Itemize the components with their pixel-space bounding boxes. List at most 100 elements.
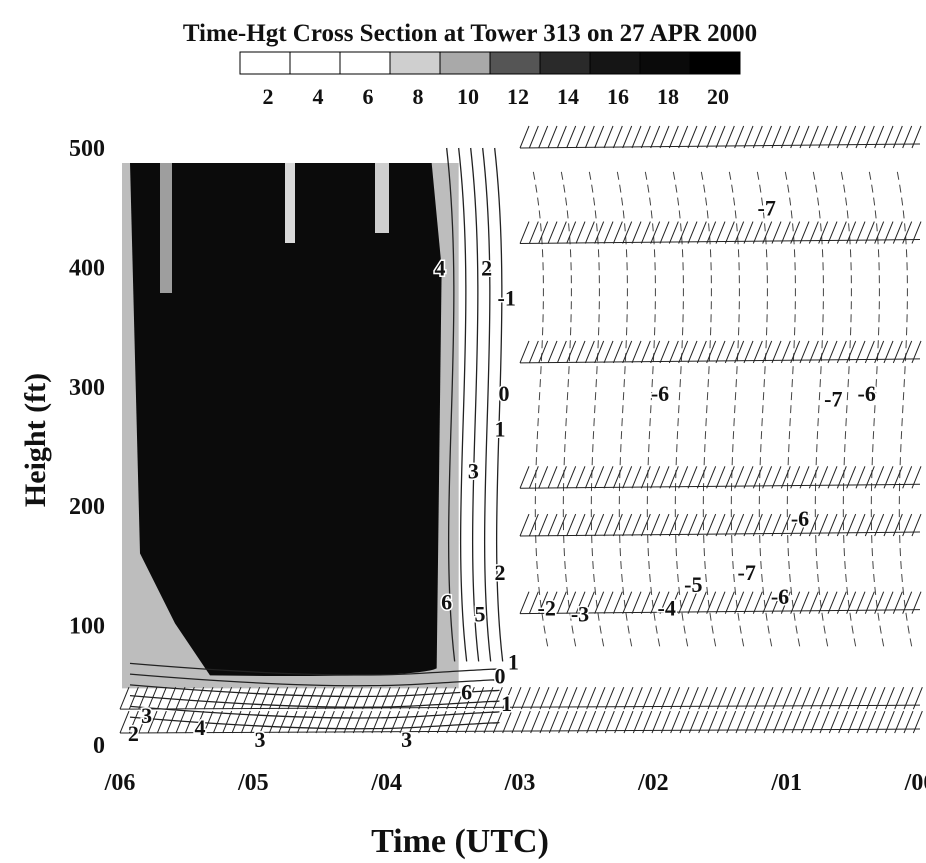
wind-barb: [240, 710, 251, 734]
wind-barb: [735, 710, 746, 734]
wind-barb: [827, 466, 838, 489]
wind-barb: [538, 221, 549, 244]
contour-label: -1: [498, 285, 516, 310]
wind-barb: [827, 340, 838, 364]
wind-barb: [659, 513, 670, 537]
wind-barb: [528, 125, 539, 149]
wind-barb-axis: [119, 728, 921, 734]
contour-label: -6: [651, 381, 669, 406]
contour-label: -2: [538, 596, 556, 621]
wind-barb: [399, 710, 410, 734]
contour-label: 4: [435, 255, 446, 280]
wind-barb: [446, 686, 457, 710]
wind-barb: [659, 221, 670, 244]
contour-line: [129, 705, 500, 719]
wind-barb: [640, 513, 651, 537]
wind-barb: [734, 466, 745, 489]
wind-barb: [827, 125, 838, 149]
contour-line: [446, 147, 456, 662]
wind-barb: [595, 710, 606, 734]
contour-line-dashed: [532, 171, 549, 650]
colorbar-tick-label: 2: [263, 84, 274, 109]
contour-label: -6: [771, 584, 789, 609]
wind-barb: [640, 466, 651, 489]
wind-barb: [380, 710, 391, 734]
wind-barb: [538, 340, 549, 364]
contour-line: [129, 716, 500, 730]
wind-barb: [743, 591, 754, 614]
wind-barb: [799, 513, 810, 537]
wind-barb: [306, 710, 317, 734]
wind-barb: [362, 710, 373, 734]
wind-barb: [584, 125, 595, 149]
wind-barb: [762, 591, 773, 614]
wind-barb: [659, 340, 670, 364]
wind-barb: [175, 710, 186, 734]
wind-barb: [706, 513, 717, 537]
wind-barb: [716, 710, 727, 734]
colorbar: 2 4 6 8 10 12 14 16 18 20: [239, 51, 741, 109]
colorbar-cell: [539, 51, 591, 75]
wind-barb: [556, 125, 567, 149]
wind-barb: [734, 125, 745, 149]
wind-barb: [399, 686, 410, 710]
wind-barb: [538, 513, 549, 537]
wind-barb: [808, 591, 819, 614]
wind-barb: [650, 340, 661, 364]
wind-barb: [566, 513, 577, 537]
wind-barb: [715, 221, 726, 244]
wind-barb: [670, 710, 681, 734]
wind-barb: [575, 125, 586, 149]
wind-barb: [780, 221, 791, 244]
wind-barb-axis: [519, 531, 921, 537]
wind-barb: [696, 340, 707, 364]
contour-line: [458, 147, 468, 662]
colorbar-tick-label: 18: [657, 84, 679, 109]
wind-barb-axis: [519, 609, 921, 615]
wind-barb: [287, 710, 298, 734]
wind-barb: [827, 221, 838, 244]
wind-barb: [575, 513, 586, 537]
wind-barb: [250, 710, 261, 734]
contour-line-dashed: [868, 171, 885, 650]
wind-barb: [696, 513, 707, 537]
colorbar-cell: [289, 51, 341, 75]
colorbar-tick-label: 16: [607, 84, 629, 109]
wind-barb: [603, 221, 614, 244]
wind-barb: [556, 221, 567, 244]
wind-barb: [678, 125, 689, 149]
wind-barb: [688, 710, 699, 734]
wind-barb: [660, 686, 671, 710]
wind-barb: [790, 125, 801, 149]
wind-barb: [706, 466, 717, 489]
wind-barb: [799, 125, 810, 149]
x-axis-tick-labels: /06/05/04/03/02/01/00: [104, 770, 926, 796]
wind-barb: [519, 221, 530, 244]
wind-barb: [678, 466, 689, 489]
wind-barb: [566, 591, 577, 614]
wind-barb: [584, 513, 595, 537]
wind-barb: [650, 466, 661, 489]
wind-barb: [240, 686, 251, 710]
wind-barb: [427, 686, 438, 710]
wind-barb: [706, 340, 717, 364]
contour-label: 3: [141, 703, 152, 728]
wind-barb: [547, 125, 558, 149]
wind-barb: [492, 710, 503, 734]
contour-line: [129, 684, 500, 698]
wind-barb: [622, 221, 633, 244]
wind-barb: [138, 710, 149, 734]
wind-barb: [771, 591, 782, 614]
colorbar-cell: [639, 51, 691, 75]
wind-barb: [790, 340, 801, 364]
wind-barb: [640, 221, 651, 244]
wind-barb: [556, 591, 567, 614]
colorbar-cell: [339, 51, 391, 75]
contour-line-dashed: [700, 171, 717, 650]
contour-line: [129, 662, 500, 676]
contour-line-dashed: [616, 171, 633, 650]
wind-barb: [622, 591, 633, 614]
wind-barb: [334, 686, 345, 710]
wind-barb: [734, 221, 745, 244]
wind-barb: [771, 466, 782, 489]
